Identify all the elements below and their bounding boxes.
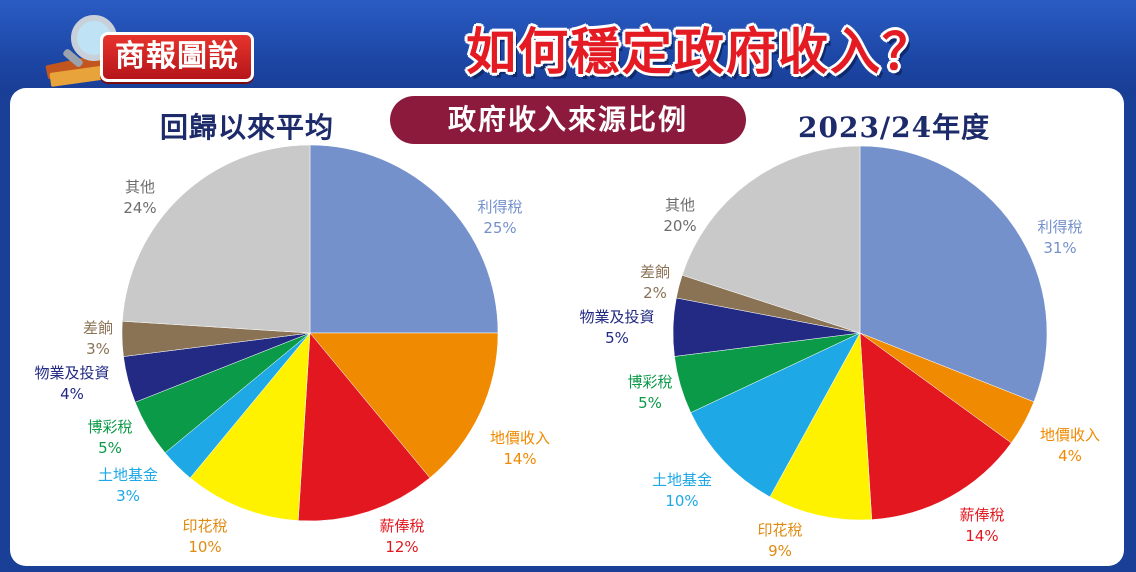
pie2-slice-salaries_tax: [859, 332, 1012, 520]
pie2-label-profits_tax: 利得稅: [1037, 218, 1082, 236]
pie2-label-betting_duty: 博彩稅: [627, 373, 672, 391]
pie1-label-stamp_duty: 印花稅: [182, 517, 227, 535]
pie1-pct-properties_investments: 4%: [60, 385, 84, 403]
pie2-pct-profits_tax: 31%: [1043, 239, 1076, 257]
pie1-label-salaries_tax: 薪俸稅: [379, 517, 424, 535]
pie2-pct-land_fund: 10%: [665, 492, 698, 510]
pie2-pct-land_premium: 4%: [1058, 447, 1082, 465]
pie1-pct-others: 24%: [123, 199, 156, 217]
pie1-label-surplus: 差餉: [83, 319, 113, 337]
pie2-pct-salaries_tax: 14%: [965, 527, 998, 545]
pie2-label-others: 其他: [665, 196, 695, 214]
pie2-label-salaries_tax: 薪俸稅: [959, 506, 1004, 524]
right-chart-title: 2023/24年度: [798, 111, 991, 144]
pie2-label-land_premium: 地價收入: [1040, 426, 1100, 444]
pie1-slice-others: [122, 144, 311, 334]
pie1-pct-profits_tax: 25%: [483, 219, 516, 237]
pie2-label-land_fund: 土地基金: [652, 471, 712, 489]
pie2-slice-stamp_duty: [769, 332, 873, 521]
pie1-label-land_premium: 地價收入: [490, 429, 550, 447]
pie2-pct-others: 20%: [663, 217, 696, 235]
pie1-slice-profits_tax: [309, 144, 499, 334]
pie2-pct-betting_duty: 5%: [638, 394, 662, 412]
pie1-pct-land_fund: 3%: [116, 487, 140, 505]
pie1-pct-betting_duty: 5%: [98, 439, 122, 457]
pie1-pct-land_premium: 14%: [503, 450, 536, 468]
chart-subtitle: 政府收入來源比例: [390, 96, 746, 144]
pie2-label-properties_investments: 物業及投資: [579, 308, 654, 326]
pie1-slice-land_premium: [309, 332, 499, 479]
pie1-label-properties_investments: 物業及投資: [34, 364, 109, 382]
pie1-label-others: 其他: [125, 178, 155, 196]
pie1-slice-salaries_tax: [297, 332, 431, 522]
pie2-label-surplus: 差餉: [640, 263, 670, 281]
pie2-slice-others: [681, 145, 861, 334]
pie2-label-stamp_duty: 印花稅: [757, 521, 802, 539]
pie2-pct-stamp_duty: 9%: [768, 542, 792, 560]
pie1-pct-salaries_tax: 12%: [385, 538, 418, 556]
pie2-pct-surplus: 2%: [643, 284, 667, 302]
pie2-slice-land_fund: [690, 332, 861, 498]
pie1-pct-surplus: 3%: [86, 340, 110, 358]
headline: 如何穩定政府收入？: [466, 23, 934, 81]
pie1-label-profits_tax: 利得稅: [477, 198, 522, 216]
pie1-pct-stamp_duty: 10%: [188, 538, 221, 556]
pie1-label-land_fund: 土地基金: [98, 466, 158, 484]
pie2-slice-profits_tax: [859, 145, 1048, 403]
brand-label: 商報圖說: [100, 32, 254, 82]
pie2-pct-properties_investments: 5%: [605, 329, 629, 347]
pie1-label-betting_duty: 博彩稅: [87, 418, 132, 436]
left-chart-title: 回歸以來平均: [160, 111, 335, 144]
pie1-slice-stamp_duty: [189, 332, 311, 521]
